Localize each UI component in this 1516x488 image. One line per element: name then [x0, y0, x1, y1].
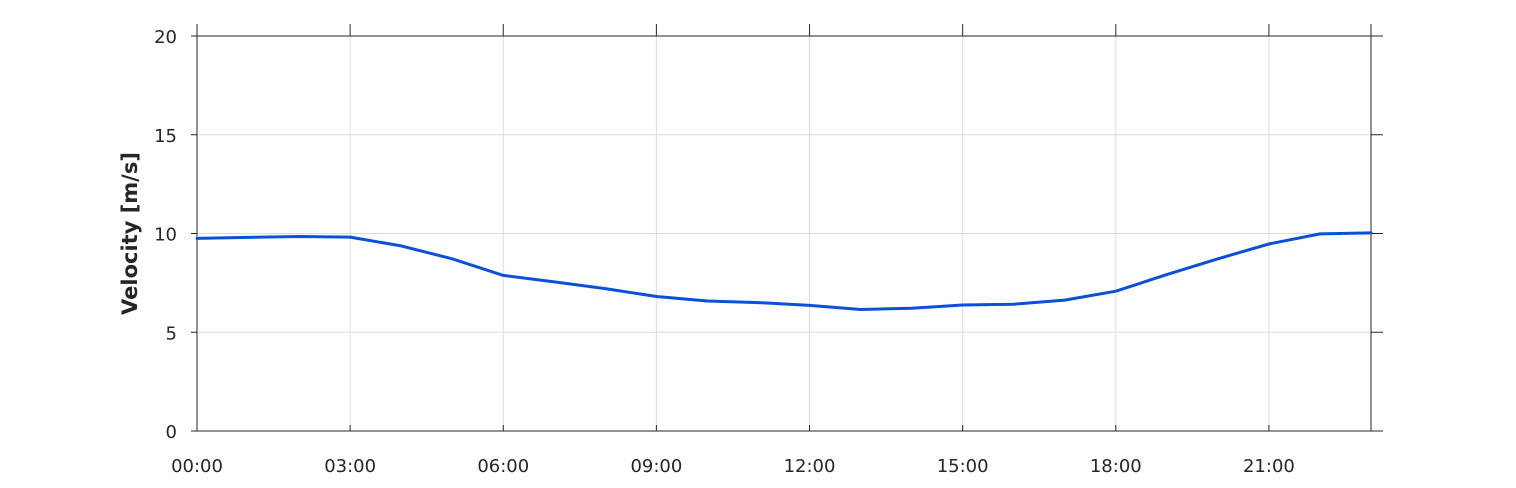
grid [196, 35, 1371, 432]
tick-labels: 00:00 03:00 06:00 09:00 12:00 15:00 18:00 21:00… [154, 27, 1295, 477]
series-layer [195, 231, 1373, 311]
x-tick-label: 15:00 [937, 456, 989, 477]
x-tick-label: 18:00 [1090, 456, 1142, 477]
x-tick-label: 06:00 [477, 456, 529, 477]
y-tick-label: 0 [166, 422, 177, 443]
x-tick-label: 00:00 [171, 456, 223, 477]
x-tick-label: 09:00 [630, 456, 682, 477]
x-tick-label: 03:00 [324, 456, 376, 477]
x-tick-label: 21:00 [1243, 456, 1295, 477]
y-tick-label: 20 [154, 27, 177, 48]
axes [191, 24, 1383, 432]
y-tick-label: 15 [154, 126, 177, 147]
y-tick-label: 10 [154, 225, 177, 246]
y-tick-label: 5 [166, 323, 177, 344]
velocity-series-line [195, 231, 1373, 311]
x-tick-label: 12:00 [784, 456, 836, 477]
y-axis-label: Velocity [m/s] [118, 152, 142, 315]
